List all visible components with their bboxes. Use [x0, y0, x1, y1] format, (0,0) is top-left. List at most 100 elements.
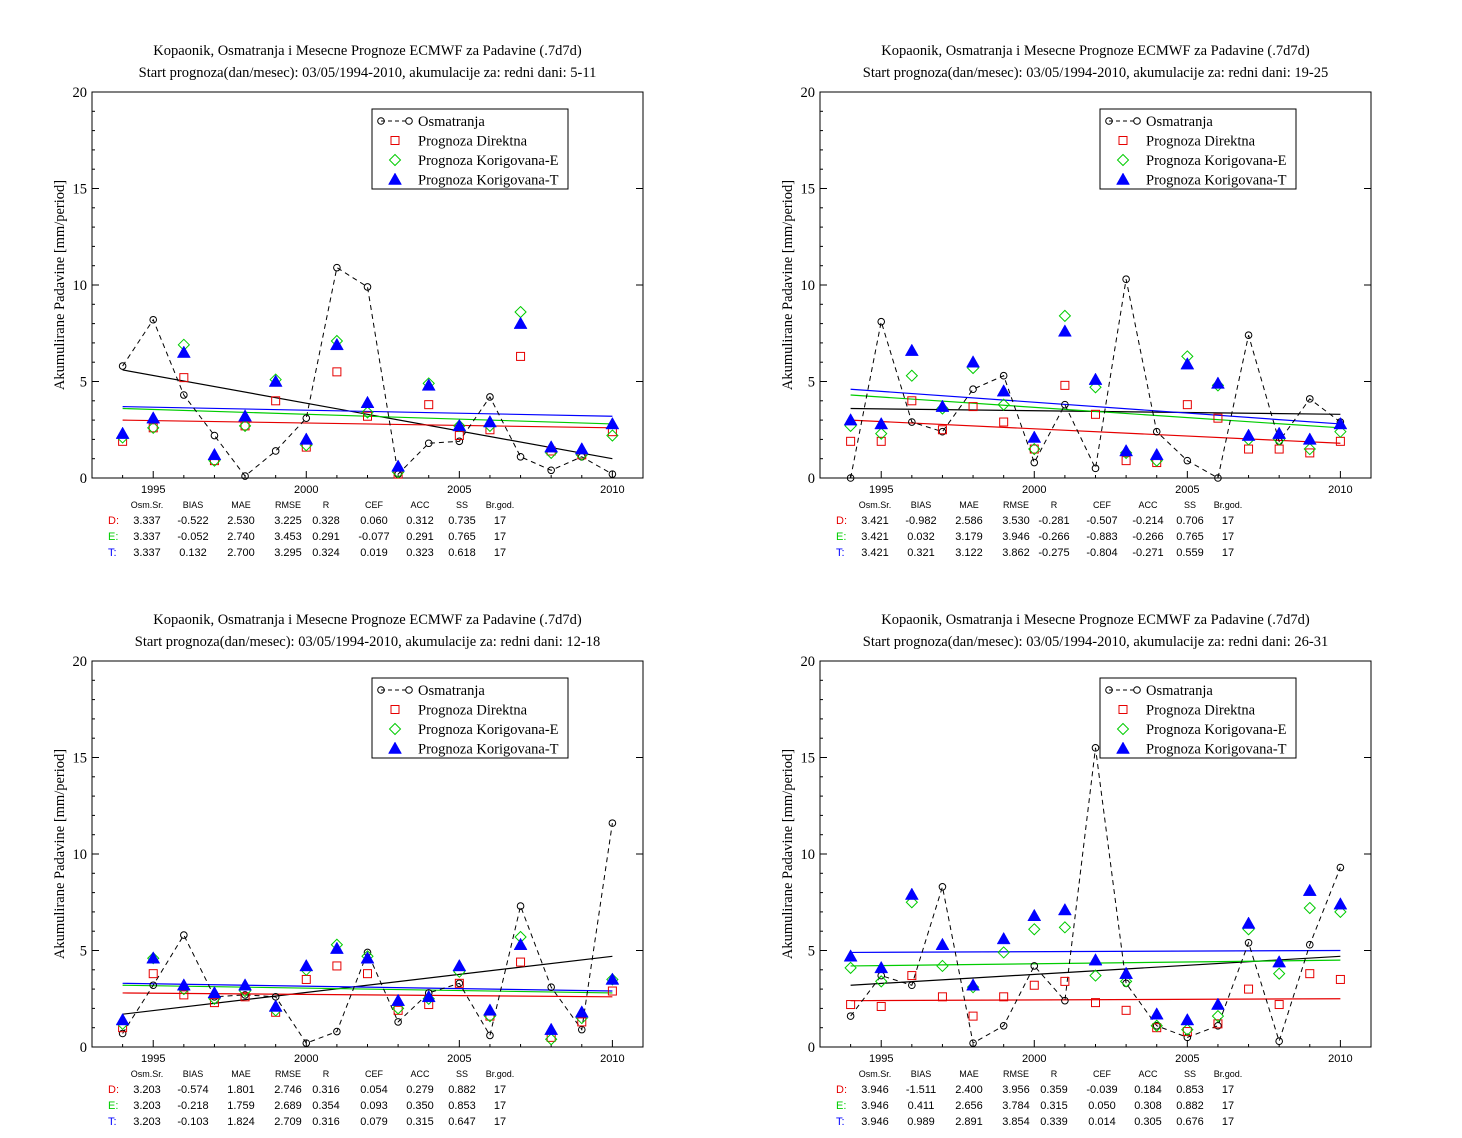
- point-square: [240, 992, 250, 1002]
- stats-value: 17: [494, 1084, 506, 1096]
- point-diamond: [1089, 969, 1102, 982]
- stats-value: 17: [1222, 515, 1234, 527]
- stats-header: BIAS: [183, 500, 204, 510]
- stats-value: 1.801: [227, 1084, 255, 1096]
- point-triangle: [1088, 953, 1103, 966]
- stats-value: 3.854: [1002, 1116, 1030, 1128]
- stats-value: 17: [1222, 1084, 1234, 1096]
- x-tick-label: 2010: [600, 484, 624, 496]
- stats-header: SS: [456, 1069, 468, 1079]
- point-circle: [394, 1018, 402, 1026]
- legend-label: Prognoza Direktna: [1146, 134, 1256, 150]
- point-triangle: [1272, 426, 1287, 439]
- point-diamond: [1028, 442, 1041, 456]
- point-circle: [846, 1012, 855, 1020]
- point-square: [876, 436, 886, 446]
- point-square: [876, 1001, 886, 1011]
- stats-value: 17: [1222, 531, 1234, 543]
- chart-subtitle: Start prognoza(dan/mesec): 03/05/1994-20…: [139, 65, 597, 81]
- point-triangle: [1180, 357, 1195, 370]
- chart-panel-3: Kopaonik, Osmatranja i Mesecne Prognoze …: [52, 612, 644, 1128]
- y-tick-label: 0: [808, 1040, 815, 1056]
- stats-value: 0.765: [448, 531, 476, 543]
- point-square: [393, 1005, 403, 1015]
- trend-line-1: [122, 992, 613, 998]
- stats-header: Osm.Sr.: [859, 500, 892, 510]
- stats-value: 3.337: [133, 515, 161, 527]
- stats-value: 2.400: [955, 1084, 983, 1096]
- obs-line: [850, 279, 1341, 479]
- point-circle: [333, 263, 341, 272]
- point-diamond: [1211, 1009, 1225, 1023]
- point-diamond: [361, 406, 374, 419]
- point-circle: [608, 470, 617, 478]
- stats-value: 17: [1222, 1116, 1234, 1128]
- stats-value: 2.689: [274, 1100, 302, 1112]
- point-diamond: [606, 429, 619, 442]
- stats-value: 2.891: [955, 1116, 983, 1128]
- stats-value: -0.275: [1038, 547, 1069, 559]
- point-square: [1244, 444, 1254, 454]
- stats-header: CEF: [1093, 1069, 1112, 1079]
- point-square: [1121, 1005, 1131, 1015]
- point-circle: [333, 1027, 341, 1036]
- y-tick-label: 10: [801, 847, 816, 863]
- stats-value: 3.946: [861, 1116, 889, 1128]
- stats-header: SS: [456, 500, 468, 510]
- y-tick-label: 5: [808, 375, 815, 391]
- point-triangle: [1211, 997, 1225, 1010]
- point-diamond: [391, 1002, 405, 1015]
- stats-header: RMSE: [1003, 1069, 1029, 1079]
- stats-value: -0.507: [1086, 515, 1117, 527]
- x-tick-label: 2010: [1328, 484, 1352, 496]
- stats-value: 0.989: [907, 1116, 935, 1128]
- stats-row-label: T:: [108, 547, 117, 559]
- point-diamond: [1028, 923, 1041, 936]
- point-triangle: [329, 337, 344, 351]
- point-triangle: [1333, 897, 1348, 910]
- y-tick-label: 15: [801, 182, 816, 198]
- chart-subtitle: Start prognoza(dan/mesec): 03/05/1994-20…: [863, 634, 1328, 650]
- point-triangle: [966, 978, 980, 991]
- point-circle: [210, 431, 219, 440]
- stats-value: 17: [494, 1100, 506, 1112]
- point-diamond: [147, 421, 160, 435]
- stats-value: -0.982: [905, 515, 936, 527]
- point-diamond: [606, 973, 619, 986]
- legend-box: [371, 108, 569, 190]
- y-tick-label: 20: [73, 85, 88, 101]
- point-square: [1121, 456, 1131, 466]
- y-tick-label: 5: [80, 944, 87, 960]
- stats-value: -0.103: [177, 1116, 208, 1128]
- point-square: [968, 1011, 978, 1021]
- stats-value: 3.421: [861, 515, 889, 527]
- trend-line-1: [122, 419, 613, 429]
- point-triangle: [513, 937, 528, 950]
- stats-header: RMSE: [275, 1069, 301, 1079]
- legend-marker: [405, 117, 413, 125]
- stats-header: BIAS: [911, 500, 932, 510]
- legend-box: [371, 677, 569, 759]
- legend: Osmatranja Prognoza Direktna Prognoza Kori…: [1099, 108, 1297, 190]
- stats-header: MAE: [231, 1069, 251, 1079]
- point-square: [1182, 400, 1192, 410]
- stats-value: 0.132: [179, 547, 207, 559]
- point-circle: [180, 391, 188, 399]
- legend-label: Prognoza Korigovana-E: [1146, 722, 1287, 738]
- y-tick-label: 20: [801, 85, 816, 101]
- stats-value: 3.203: [133, 1100, 161, 1112]
- stats-value: 3.295: [274, 547, 302, 559]
- stats-value: 1.824: [227, 1116, 255, 1128]
- point-triangle: [483, 1003, 497, 1016]
- point-triangle: [146, 951, 161, 964]
- legend-label: Prognoza Korigovana-T: [1146, 173, 1287, 189]
- stats-header: Osm.Sr.: [859, 1069, 892, 1079]
- legend-marker: [1116, 172, 1130, 185]
- point-circle: [516, 902, 525, 910]
- point-diamond: [1303, 442, 1316, 456]
- stats-value: 0.315: [406, 1116, 434, 1128]
- point-circle: [363, 283, 372, 291]
- point-diamond: [936, 959, 949, 973]
- stats-value: 17: [494, 531, 506, 543]
- stats-value: -0.522: [177, 515, 208, 527]
